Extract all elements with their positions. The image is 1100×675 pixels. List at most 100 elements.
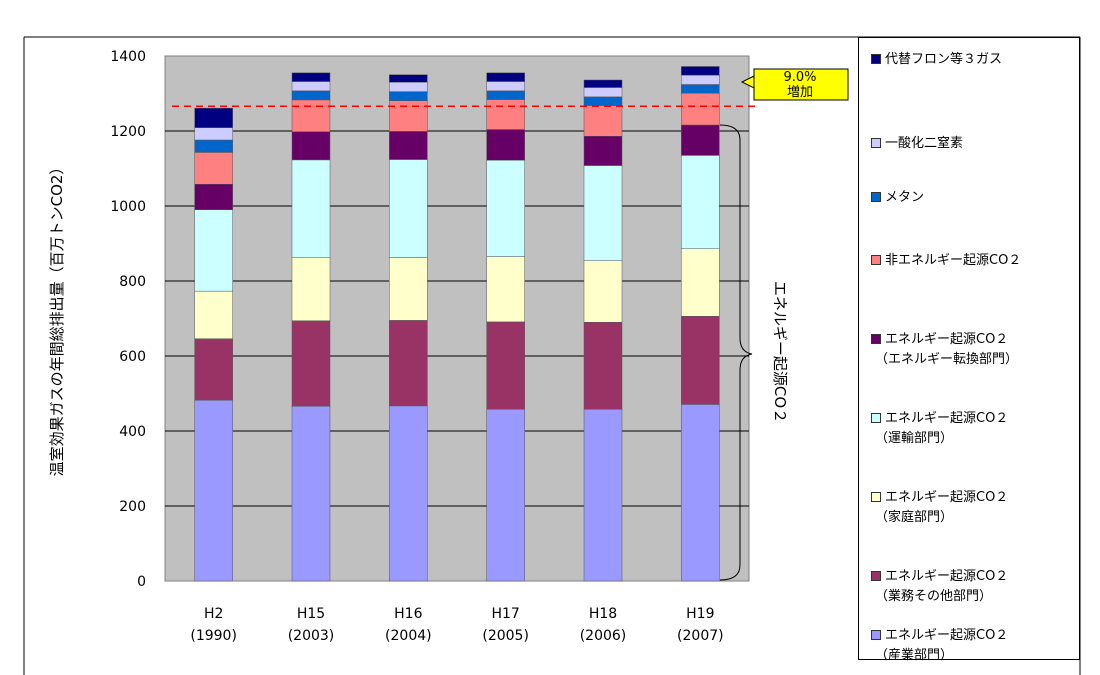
legend-sublabel: （運輸部門） xyxy=(875,431,954,446)
bar-segment xyxy=(583,136,623,166)
bar-segment xyxy=(291,406,331,582)
y-tick-label: 1200 xyxy=(110,124,146,140)
legend-sublabel: （エネルギー転換部門） xyxy=(875,352,1019,367)
x-tick-label: H19 xyxy=(686,606,714,622)
legend-swatch xyxy=(871,412,881,423)
bar-segment xyxy=(389,100,428,132)
bar-segment xyxy=(291,90,331,101)
x-axis-labels: H2 (1990) H15 (2003) H16 (2004) H17 (2005) H18 (2… xyxy=(190,606,723,644)
bar-segment xyxy=(583,79,623,88)
legend-label: 非エネルギー起源CO２ xyxy=(885,253,1022,268)
bar-segment xyxy=(389,159,428,258)
legend-item: エネルギー起源CO２ （エネルギー転換部門） xyxy=(871,330,1018,370)
y-tick-label: 800 xyxy=(119,274,146,290)
bar-segment xyxy=(486,81,525,92)
bar-segment xyxy=(389,320,428,407)
legend-label: エネルギー起源CO２ xyxy=(885,411,1009,426)
bar-segment xyxy=(291,320,331,407)
bar-segment xyxy=(486,90,525,100)
legend-item: エネルギー起源CO２ （運輸部門） xyxy=(871,409,1008,449)
bar-segment xyxy=(291,72,331,82)
legend-item: 代替フロン等３ガス xyxy=(871,50,1002,70)
energy-co2-brace xyxy=(719,124,753,581)
legend: 代替フロン等３ガス 一酸化二窒素 メタン 非エネルギー起源CO２ エネルギー起源CO２ （… xyxy=(858,37,1080,663)
x-tick-label: H2 xyxy=(204,606,223,622)
bar-segment xyxy=(681,248,720,317)
gridlines xyxy=(165,130,749,507)
callout-increase: 増加 xyxy=(787,85,813,100)
brace-label: エネルギー起源CO２ xyxy=(771,281,789,423)
legend-swatch xyxy=(871,254,881,265)
bar-segment xyxy=(681,92,720,126)
x-tick-year: (2005) xyxy=(482,628,529,644)
legend-swatch xyxy=(871,491,881,502)
bar-segment xyxy=(194,152,233,185)
bar-segment xyxy=(583,322,623,410)
bar-segment xyxy=(389,91,428,101)
bar-segment xyxy=(681,155,720,249)
bar-segment xyxy=(389,82,428,92)
y-tick-label: 600 xyxy=(119,349,146,365)
bar-segment xyxy=(486,72,525,82)
bars xyxy=(194,66,720,582)
increase-callout: 9.0% 増加 xyxy=(740,68,849,101)
bar-segment xyxy=(681,66,720,76)
bar-segment xyxy=(389,74,428,83)
legend-item: エネルギー起源CO２ （業務その他部門） xyxy=(871,567,1008,607)
bar-segment xyxy=(681,124,720,156)
legend-swatch xyxy=(871,333,881,344)
bar-segment xyxy=(486,321,525,410)
legend-label: メタン xyxy=(885,190,925,205)
legend-label: 代替フロン等３ガス xyxy=(885,52,1003,67)
callout-box xyxy=(740,68,849,101)
legend-label: エネルギー起源CO２ xyxy=(885,628,1009,643)
y-tick-label: 400 xyxy=(119,424,146,440)
legend-swatch xyxy=(871,629,881,640)
bar-segment xyxy=(486,256,525,323)
legend-sublabel: （産業部門） xyxy=(875,648,954,663)
bar-segment xyxy=(583,96,623,106)
legend-label: エネルギー起源CO２ xyxy=(885,490,1009,505)
legend-item: 一酸化二窒素 xyxy=(871,134,963,154)
legend-item: エネルギー起源CO２ （家庭部門） xyxy=(871,488,1008,528)
bar-segment xyxy=(194,209,233,292)
bar-segment xyxy=(486,129,525,161)
legend-swatch xyxy=(871,53,881,64)
legend-label: エネルギー起源CO２ xyxy=(885,332,1009,347)
y-tick-label: 0 xyxy=(137,574,146,590)
bar-segment xyxy=(194,338,233,401)
bar-segment xyxy=(389,405,428,582)
bar-segment xyxy=(681,404,720,582)
x-tick-year: (2007) xyxy=(677,628,724,644)
bar-segment xyxy=(291,159,331,258)
x-tick-year: (2003) xyxy=(288,628,335,644)
y-tick-label: 1000 xyxy=(110,199,146,215)
legend-label: エネルギー起源CO２ xyxy=(885,569,1009,584)
bar-segment xyxy=(583,260,623,323)
callout-percent: 9.0% xyxy=(783,70,816,85)
legend-swatch xyxy=(871,570,881,581)
legend-label: 一酸化二窒素 xyxy=(885,136,964,151)
y-axis-title: 温室効果ガスの年間総排出量（百万トンCO2） xyxy=(48,160,66,477)
bar-segment xyxy=(486,409,525,582)
bar-segment xyxy=(194,127,233,141)
bar-segment xyxy=(291,81,331,92)
legend-item: 非エネルギー起源CO２ xyxy=(871,251,1021,271)
bar-segment xyxy=(291,257,331,321)
bar-segment xyxy=(291,131,331,161)
x-tick-year: (1990) xyxy=(190,628,237,644)
x-tick-year: (2004) xyxy=(385,628,432,644)
bar-segment xyxy=(486,160,525,257)
bar-segment xyxy=(681,84,720,94)
x-tick-label: H16 xyxy=(394,606,422,622)
bar-segment xyxy=(194,290,233,339)
y-tick-label: 1400 xyxy=(110,49,146,65)
bar-segment xyxy=(681,74,720,85)
bar-segment xyxy=(681,316,720,405)
y-axis-ticks: 0 200 400 600 800 1000 1200 1400 xyxy=(110,49,146,590)
y-tick-label: 200 xyxy=(119,499,146,515)
x-tick-label: H17 xyxy=(491,606,519,622)
legend-swatch xyxy=(871,191,881,202)
